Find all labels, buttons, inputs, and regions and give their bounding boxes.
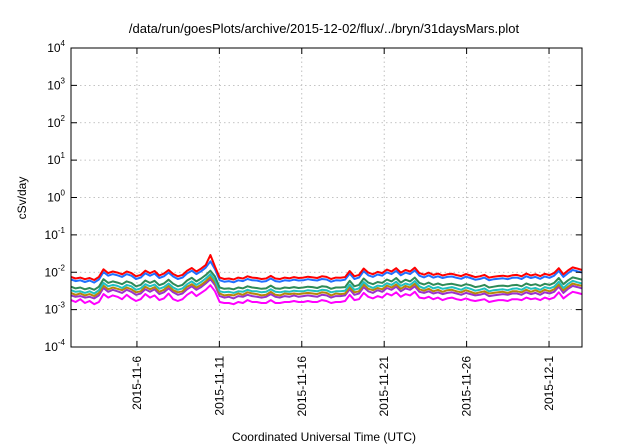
- series-lines: [70, 254, 583, 306]
- x-tick-label: 2015-11-11: [212, 356, 226, 416]
- x-axis-ticks: 2015-11-6 2015-11-11 2015-11-16 2015-11-21 2…: [130, 48, 556, 417]
- y-tick-label: 104: [47, 39, 65, 55]
- y-tick-label: 10-2: [45, 263, 66, 279]
- series-line: [70, 260, 583, 284]
- grid-lines: [71, 48, 582, 347]
- x-tick-label: 2015-11-6: [130, 356, 144, 410]
- y-tick-label: 103: [47, 76, 65, 92]
- chart-title: /data/run/goesPlots/archive/2015-12-02/f…: [129, 21, 520, 36]
- y-tick-label: 101: [47, 151, 65, 167]
- series-line: [70, 284, 583, 306]
- series-line: [70, 278, 583, 300]
- y-tick-label: 10-4: [45, 338, 66, 354]
- x-tick-label: 2015-11-16: [295, 356, 309, 417]
- x-tick-label: 2015-12-1: [542, 356, 556, 411]
- y-tick-label: 10-1: [45, 226, 66, 242]
- series-line: [70, 269, 583, 291]
- y-axis-ticks: 10-4 10-3 10-2 10-1 100 101 102 103 104: [45, 39, 582, 354]
- series-line: [70, 275, 583, 298]
- x-tick-label: 2015-11-21: [377, 356, 391, 417]
- y-tick-label: 10-3: [45, 301, 66, 317]
- y-tick-label: 102: [47, 114, 65, 130]
- series-line: [70, 273, 583, 295]
- y-tick-label: 100: [47, 189, 65, 205]
- series-line: [70, 254, 583, 281]
- x-tick-label: 2015-11-26: [460, 356, 474, 417]
- y-axis-label: cSv/day: [15, 177, 29, 220]
- x-axis-label: Coordinated Universal Time (UTC): [232, 430, 416, 444]
